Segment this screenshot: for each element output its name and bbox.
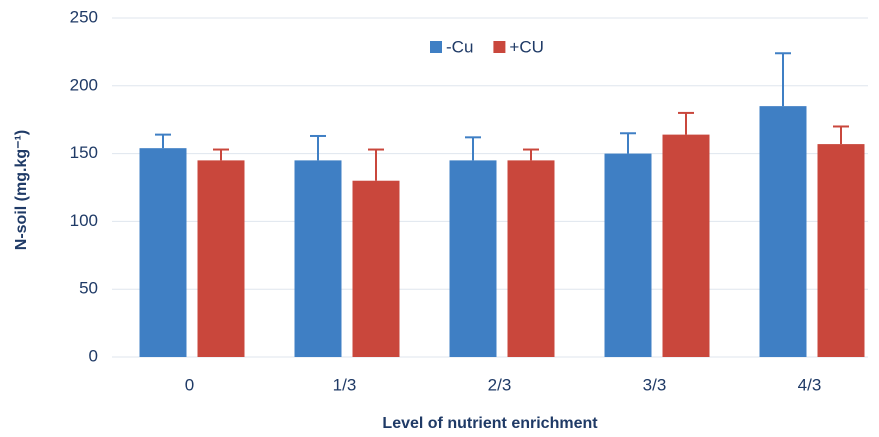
error-bar [465, 136, 481, 161]
error-bar [155, 133, 171, 149]
error-bar [775, 52, 791, 107]
x-tick-label: 3/3 [643, 375, 667, 394]
legend-swatch [430, 41, 442, 53]
x-tick-label: 0 [185, 375, 194, 394]
error-bar [213, 148, 229, 161]
legend-label: -Cu [446, 37, 473, 56]
legend-label: +CU [509, 37, 543, 56]
x-axis-title: Level of nutrient enrichment [382, 415, 598, 432]
y-axis-title: N-soil (mg.kg⁻¹) [13, 130, 30, 250]
bar [139, 148, 187, 357]
error-bar [523, 148, 539, 161]
error-bar [678, 111, 694, 135]
error-bar [620, 132, 636, 154]
x-tick-label: 2/3 [488, 375, 512, 394]
bar [449, 160, 497, 357]
bar [759, 106, 807, 357]
bar [507, 160, 555, 357]
y-tick-label: 0 [89, 346, 98, 365]
x-tick-label: 4/3 [798, 375, 822, 394]
y-tick-label: 100 [70, 211, 98, 230]
y-tick-label: 250 [70, 7, 98, 26]
bar [662, 134, 710, 357]
bar [604, 153, 652, 357]
bar [352, 180, 400, 357]
y-tick-label: 50 [79, 279, 98, 298]
bar [197, 160, 245, 357]
error-bar [368, 148, 384, 181]
bar [817, 144, 865, 357]
bar [294, 160, 342, 357]
error-bar [310, 134, 326, 161]
error-bar [833, 125, 849, 145]
legend-swatch [493, 41, 506, 53]
x-tick-label: 1/3 [333, 375, 357, 394]
y-tick-label: 200 [70, 75, 98, 94]
y-tick-label: 150 [70, 143, 98, 162]
